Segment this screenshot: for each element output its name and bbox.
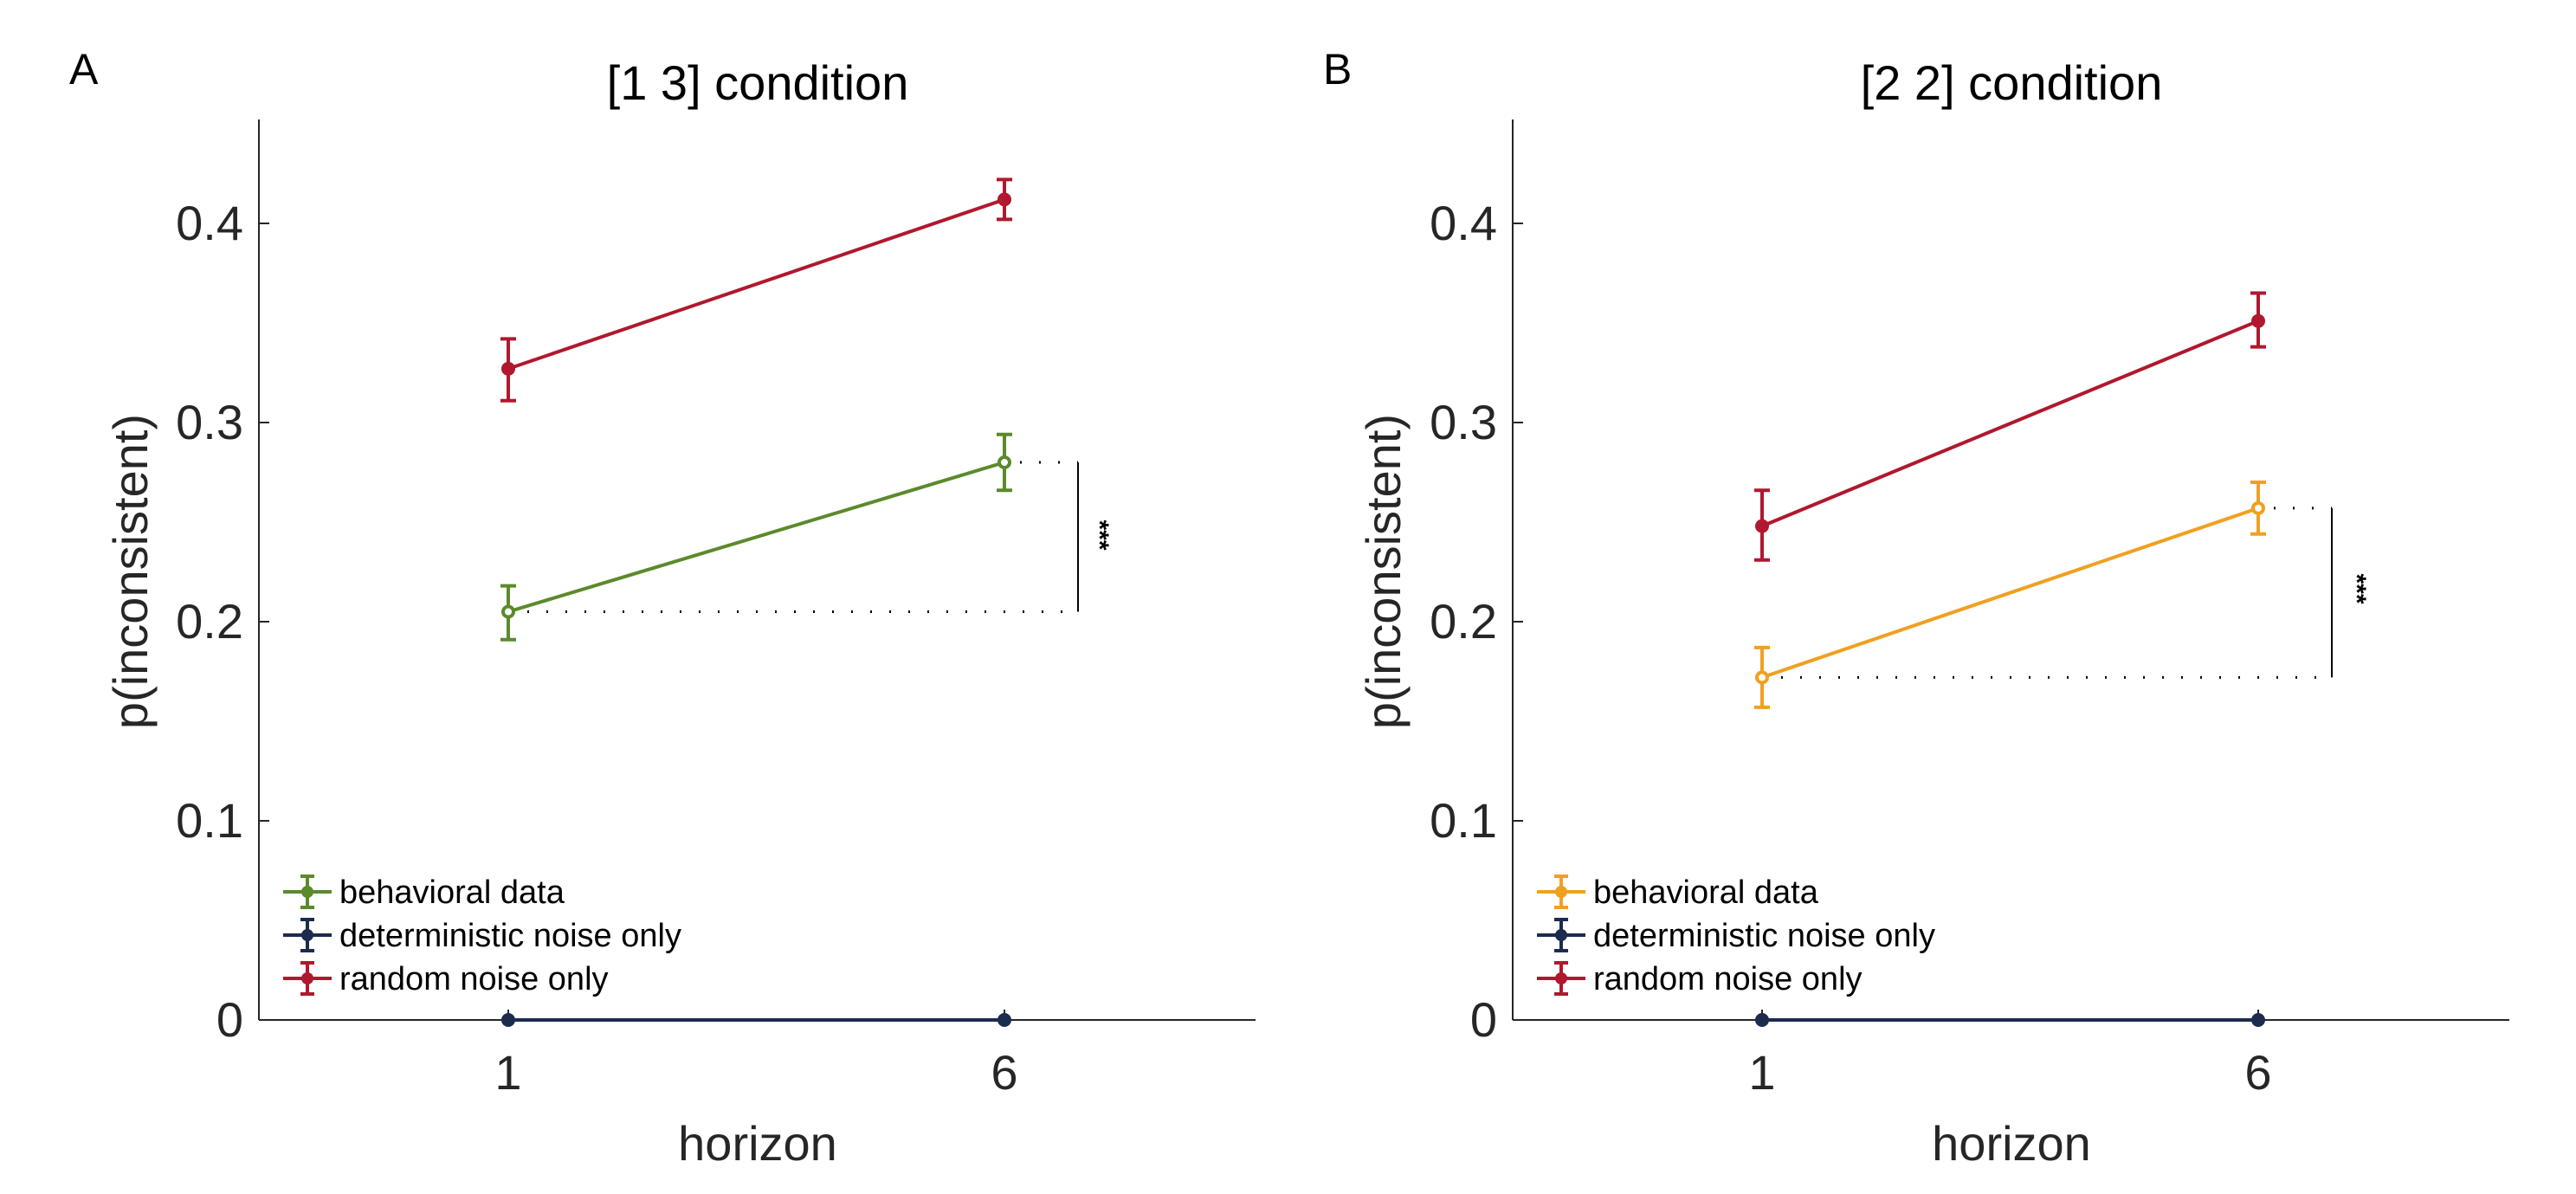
panel-a-legend: behavioral data deterministic noise only… (283, 875, 681, 997)
panel-a-ytick-label: 0 (216, 992, 243, 1047)
panel-b-xtick-label: 6 (2244, 1045, 2271, 1100)
panel-a-behavioral-line (507, 461, 1005, 614)
panel-a-deterministic-point (501, 1013, 515, 1027)
panel-b-random-point (2251, 313, 2265, 328)
panel-b-series (1754, 291, 2266, 1027)
panel-b-legend-icon-deterministic-marker (1555, 929, 1567, 941)
panel-a: A [1 3] condition p(inconsistent) horizo… (69, 45, 1256, 1171)
panel-b-legend-deterministic: deterministic noise only (1593, 918, 1935, 954)
panel-a-xtick-label: 1 (494, 1045, 521, 1100)
panel-a-ylabel: p(inconsistent) (103, 414, 158, 729)
panel-b-legend-behavioral: behavioral data (1593, 875, 1819, 911)
panel-a-xtick-label: 6 (991, 1045, 1017, 1100)
panel-b-deterministic-point (2251, 1013, 2265, 1027)
panel-a-random-point (997, 192, 1011, 207)
panel-a-random-line (507, 197, 1005, 371)
panel-a-legend-behavioral: behavioral data (339, 875, 565, 911)
panel-b-ytick-label: 0.2 (1430, 594, 1497, 649)
panel-a-ytick-label: 0.1 (176, 793, 243, 848)
panel-b-xlabel: horizon (1932, 1116, 2091, 1171)
panel-a-legend-icon-random-marker (301, 972, 313, 984)
panel-b-ylabel: p(inconsistent) (1356, 414, 1411, 729)
panel-a-significance-label: *** (1085, 520, 1114, 550)
panel-b-legend-random: random noise only (1593, 961, 1863, 997)
panel-a-letter: A (69, 45, 99, 94)
panel-b: B [2 2] condition p(inconsistent) horizo… (1323, 45, 2509, 1171)
panel-b-legend-icons (1537, 875, 1585, 996)
panel-b-ytick-label: 0 (1470, 992, 1497, 1047)
panel-b-behavioral-point (2251, 500, 2265, 515)
panel-b-legend-icon-random-marker (1555, 972, 1567, 984)
panel-a-legend-icon-behavioral-marker (301, 886, 313, 898)
panel-a-behavioral-point (997, 455, 1011, 469)
panel-b-random-line (1761, 319, 2259, 528)
panel-a-deterministic-point (997, 1013, 1011, 1027)
panel-a-behavioral-point (501, 604, 515, 619)
panel-a-ytick-label: 0.4 (176, 196, 243, 250)
panel-b-legend-icon-behavioral-marker (1555, 886, 1567, 898)
panel-a-legend-deterministic: deterministic noise only (339, 918, 681, 954)
panel-b-ytick-label: 0.1 (1430, 793, 1497, 848)
panel-b-ytick-label: 0.3 (1430, 395, 1497, 449)
panel-b-ytick-label: 0.4 (1430, 196, 1497, 250)
panel-a-title: [1 3] condition (607, 55, 909, 110)
panel-b-xtick-label: 1 (1748, 1045, 1775, 1100)
panel-a-legend-icons (283, 875, 332, 996)
panel-b-title: [2 2] condition (1861, 55, 2163, 110)
panel-a-ytick-label: 0.3 (176, 395, 243, 449)
panel-a-xlabel: horizon (678, 1116, 837, 1171)
panel-a-significance: *** (508, 461, 1114, 613)
panel-b-letter: B (1323, 45, 1352, 94)
panel-a-random-point (501, 361, 515, 376)
panel-b-significance: *** (1762, 507, 2371, 679)
panel-b-behavioral-line (1761, 507, 2259, 680)
panel-b-significance-label: *** (2342, 573, 2371, 603)
panel-a-series (500, 177, 1012, 1027)
panel-a-ytick-label: 0.2 (176, 594, 243, 649)
panel-a-legend-random: random noise only (339, 961, 609, 997)
panel-b-legend: behavioral data deterministic noise only… (1537, 875, 1935, 997)
panel-a-ticks: 0 0.1 0.2 0.3 0.4 1 6 (176, 196, 1017, 1100)
panel-b-behavioral-point (1755, 670, 1769, 685)
panel-b-deterministic-point (1755, 1013, 1769, 1027)
panel-a-legend-icon-deterministic-marker (301, 929, 313, 941)
panel-b-random-point (1755, 519, 1769, 533)
